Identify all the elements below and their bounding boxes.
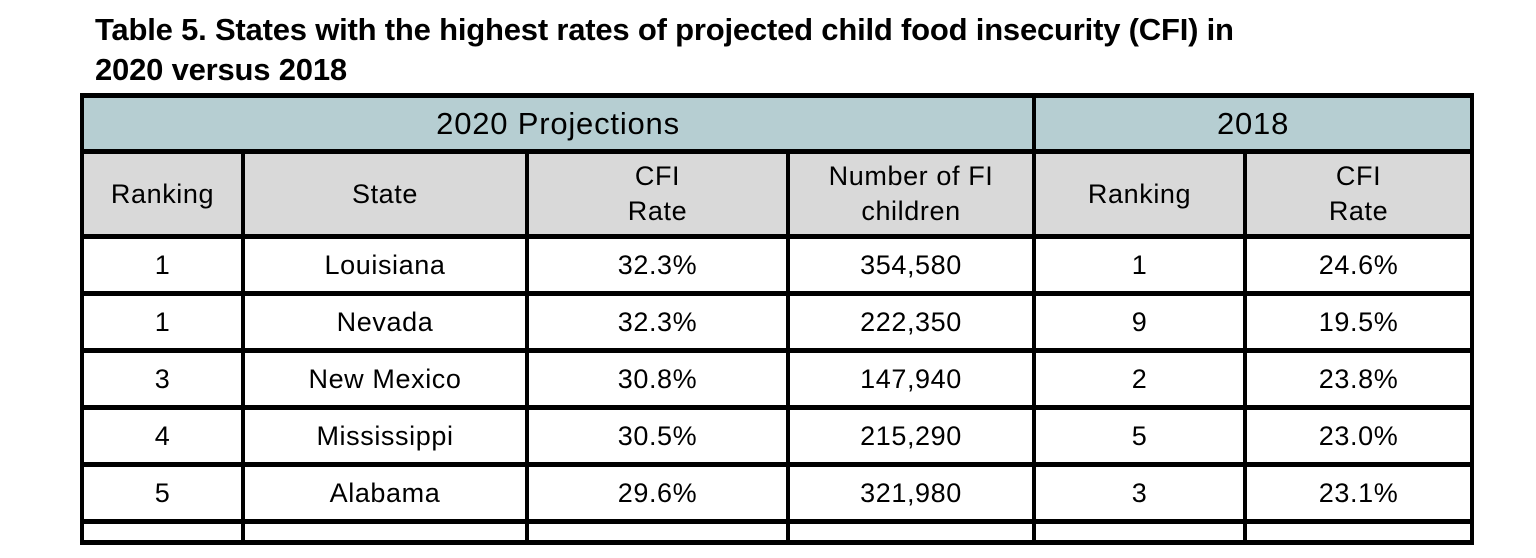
cell-rank2020: 4 [80, 405, 245, 467]
cell-empty [785, 519, 1037, 545]
cell-fi_children: 321,980 [785, 462, 1037, 524]
cell-rank2020: 3 [80, 348, 245, 410]
cfi-table: 2020 Projections 2018 Ranking State CFI … [79, 93, 1475, 545]
cell-rank2018: 2 [1032, 348, 1248, 410]
column-header-ranking-2018: Ranking [1032, 149, 1248, 239]
cell-empty [525, 519, 790, 545]
table-row: 5 Alabama 29.6% 321,980 3 23.1% [80, 462, 1475, 524]
table-row-partial [80, 519, 1475, 545]
cell-fi_children: 215,290 [785, 405, 1037, 467]
cell-cfi2018: 23.8% [1243, 348, 1475, 410]
table-row: 1 Nevada 32.3% 222,350 9 19.5% [80, 291, 1475, 353]
column-header-cfi-rate-2018: CFI Rate [1243, 149, 1475, 239]
table-row: 1 Louisiana 32.3% 354,580 1 24.6% [80, 234, 1475, 296]
cell-rank2018: 5 [1032, 405, 1248, 467]
group-header-2018: 2018 [1032, 93, 1475, 154]
column-header-ranking-2020: Ranking [80, 149, 245, 239]
cell-fi_children: 222,350 [785, 291, 1037, 353]
table-row: 3 New Mexico 30.8% 147,940 2 23.8% [80, 348, 1475, 410]
group-header-row: 2020 Projections 2018 [79, 93, 1475, 154]
cell-cfi2020: 29.6% [525, 462, 790, 524]
cell-rank2018: 9 [1032, 291, 1248, 353]
cell-cfi2020: 30.8% [525, 348, 790, 410]
table-header: 2020 Projections 2018 Ranking State CFI … [79, 93, 1475, 239]
cell-cfi2020: 32.3% [525, 234, 790, 296]
cell-state: Nevada [241, 291, 529, 353]
table-row: 4 Mississippi 30.5% 215,290 5 23.0% [80, 405, 1475, 467]
column-header-row: Ranking State CFI Rate Number of FI chil… [80, 149, 1475, 239]
cell-state: New Mexico [241, 348, 529, 410]
cell-cfi2020: 32.3% [525, 291, 790, 353]
column-header-cfi-rate-2020: CFI Rate [525, 149, 790, 239]
cell-fi_children: 147,940 [785, 348, 1037, 410]
cell-empty [1032, 519, 1248, 545]
column-header-fi-children: Number of FI children [785, 149, 1037, 239]
cell-rank2018: 3 [1032, 462, 1248, 524]
cell-cfi2020: 30.5% [525, 405, 790, 467]
cell-rank2018: 1 [1032, 234, 1248, 296]
cell-cfi2018: 19.5% [1243, 291, 1475, 353]
cell-cfi2018: 23.1% [1243, 462, 1475, 524]
cell-empty [1243, 519, 1475, 545]
cell-state: Mississippi [241, 405, 529, 467]
table-title: Table 5. States with the highest rates o… [95, 12, 1234, 87]
table-body: 1 Louisiana 32.3% 354,580 1 24.6% 1 Nevada 32.3%… [80, 234, 1475, 545]
cell-rank2020: 1 [80, 234, 245, 296]
cell-empty [241, 519, 529, 545]
cell-state: Louisiana [241, 234, 529, 296]
cell-cfi2018: 24.6% [1243, 234, 1475, 296]
group-header-2020-projections: 2020 Projections [79, 93, 1037, 154]
cell-cfi2018: 23.0% [1243, 405, 1475, 467]
column-header-state: State [241, 149, 529, 239]
cell-state: Alabama [241, 462, 529, 524]
cell-fi_children: 354,580 [785, 234, 1037, 296]
cell-rank2020: 1 [80, 291, 245, 353]
cell-empty [80, 519, 245, 545]
cell-rank2020: 5 [80, 462, 245, 524]
